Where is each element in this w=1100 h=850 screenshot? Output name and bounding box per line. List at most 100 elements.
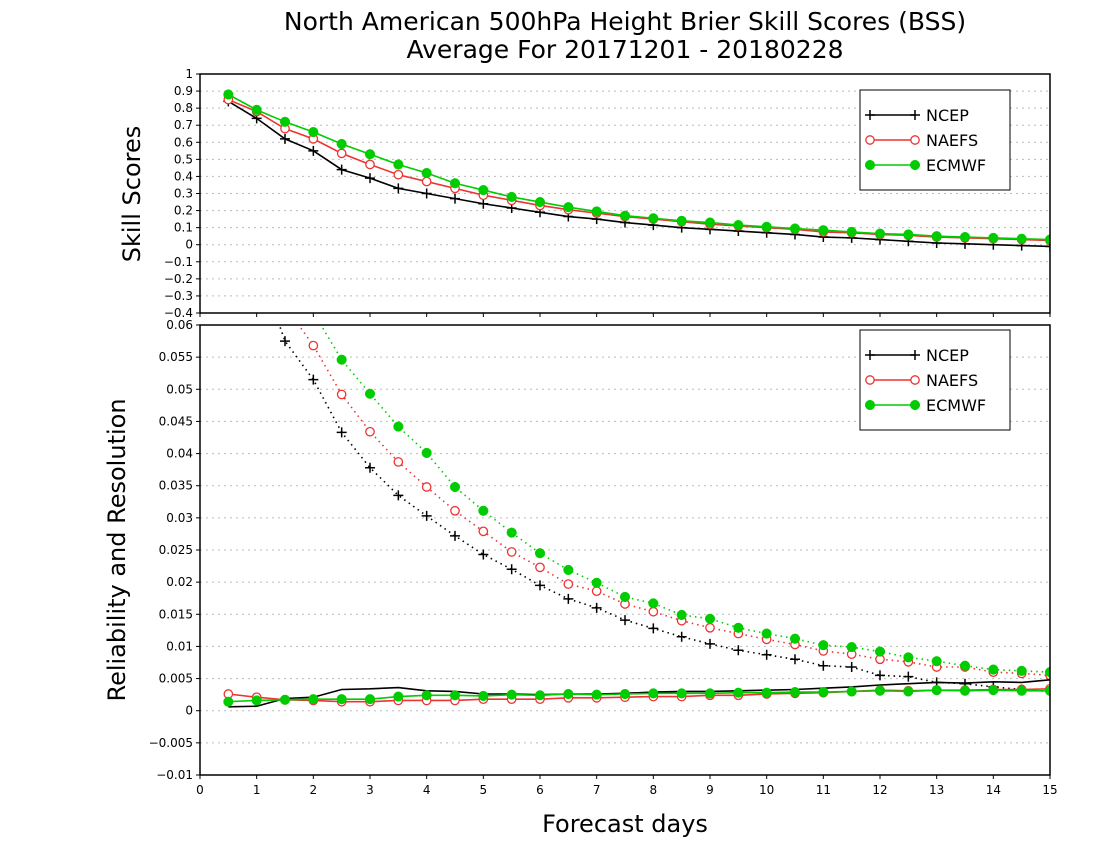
ecmwf-reliability-dot-marker bbox=[931, 685, 942, 696]
naefs-resolution-circle-marker bbox=[648, 606, 659, 617]
ncep-resolution-plus-marker bbox=[280, 336, 290, 347]
x-tick-label: 5 bbox=[480, 783, 488, 797]
ecmwf-skill-dot-marker bbox=[761, 221, 772, 232]
ecmwf-reliability-dot-marker bbox=[506, 689, 517, 700]
ncep-resolution-plus-marker bbox=[223, 166, 233, 176]
ncep-resolution-plus-marker bbox=[535, 580, 545, 591]
legend-ecmwf-dot-marker bbox=[864, 399, 876, 411]
naefs-resolution-circle-marker bbox=[393, 457, 404, 467]
ecmwf-resolution-dot-marker bbox=[959, 660, 971, 671]
ecmwf-resolution-dot-marker bbox=[931, 656, 942, 667]
ecmwf-reliability-dot-marker bbox=[534, 690, 546, 701]
ncep-resolution-plus-marker bbox=[393, 490, 404, 501]
ecmwf-reliability-dot-marker bbox=[761, 687, 772, 698]
y-tick-label: 0.4 bbox=[174, 169, 193, 183]
y-tick-label: 0.01 bbox=[166, 639, 193, 653]
legend-ecmwf-dot-marker bbox=[909, 159, 921, 171]
ecmwf-skill-dot-marker bbox=[421, 167, 432, 179]
ecmwf-skill-dot-marker bbox=[619, 210, 631, 221]
y-tick-label: 0.05 bbox=[166, 382, 193, 396]
x-axis-title: Forecast days bbox=[542, 810, 708, 838]
y-tick-label: 0 bbox=[185, 704, 193, 718]
x-tick-label: 6 bbox=[536, 783, 544, 797]
ecmwf-skill-dot-marker bbox=[308, 126, 319, 138]
ecmwf-resolution-dot-marker bbox=[252, 204, 262, 214]
y-tick-label: 0.04 bbox=[166, 447, 193, 461]
ecmwf-reliability-dot-marker bbox=[364, 694, 376, 705]
ncep-resolution-line bbox=[278, 325, 1050, 693]
y-tick-label: −0.4 bbox=[164, 306, 193, 320]
x-tick-label: 15 bbox=[1042, 783, 1057, 797]
naefs-skill-circle-marker bbox=[365, 159, 375, 170]
y-tick-label: −0.005 bbox=[149, 736, 193, 750]
ecmwf-reliability-dot-marker bbox=[676, 688, 687, 699]
y-tick-label: −0.01 bbox=[156, 768, 193, 782]
ncep-resolution-plus-marker bbox=[478, 549, 489, 560]
legend-ncep-plus-marker bbox=[865, 350, 875, 360]
ecmwf-reliability-dot-marker bbox=[563, 688, 574, 700]
plot-frame bbox=[199, 324, 1051, 776]
ecmwf-skill-dot-marker bbox=[563, 202, 574, 213]
ecmwf-reliability-dot-marker bbox=[988, 685, 999, 696]
ecmwf-resolution-dot-marker bbox=[280, 269, 290, 279]
ecmwf-skill-dot-marker bbox=[676, 215, 687, 226]
y-tick-label: 0.5 bbox=[174, 152, 193, 166]
y-tick-label: 0.7 bbox=[174, 118, 193, 132]
legend-label: NCEP bbox=[926, 106, 969, 125]
ecmwf-resolution-dot-marker bbox=[789, 633, 801, 644]
ecmwf-resolution-dot-marker bbox=[449, 481, 461, 493]
ecmwf-reliability-dot-marker bbox=[733, 687, 744, 698]
ncep-resolution-plus-marker bbox=[761, 649, 772, 660]
y-axis-title: Skill Scores bbox=[118, 126, 146, 263]
ecmwf-skill-dot-marker bbox=[959, 231, 971, 243]
ecmwf-resolution-dot-marker bbox=[393, 421, 404, 432]
ecmwf-reliability-dot-marker bbox=[619, 688, 631, 700]
y-tick-label: 1 bbox=[185, 67, 193, 81]
plot-frame bbox=[199, 73, 1051, 314]
legend-label: NAEFS bbox=[926, 371, 978, 390]
y-tick-label: 0.03 bbox=[166, 511, 193, 525]
ecmwf-resolution-dot-marker bbox=[364, 388, 376, 399]
ecmwf-reliability-dot-marker bbox=[1016, 685, 1027, 696]
x-tick-label: 0 bbox=[196, 783, 204, 797]
ecmwf-reliability-dot-marker bbox=[959, 685, 971, 696]
ecmwf-skill-dot-marker bbox=[789, 223, 801, 234]
naefs-resolution-circle-marker bbox=[421, 482, 432, 492]
ecmwf-resolution-dot-marker bbox=[761, 628, 772, 639]
ncep-resolution-plus-marker bbox=[846, 662, 857, 672]
x-tick-label: 13 bbox=[929, 783, 944, 797]
reliability-resolution-panel: −0.01 −0.005 0 0.005 0.01 0.015 0.02 0.025 0.03 0… bbox=[103, 166, 1058, 797]
ecmwf-reliability-dot-marker bbox=[449, 690, 461, 701]
naefs-resolution-circle-marker bbox=[450, 505, 460, 516]
ecmwf-resolution-dot-marker bbox=[1016, 665, 1027, 676]
naefs-resolution-circle-marker bbox=[281, 302, 289, 310]
x-tick-label: 7 bbox=[593, 783, 601, 797]
ecmwf-reliability-dot-marker bbox=[478, 690, 489, 701]
x-tick-label: 9 bbox=[706, 783, 714, 797]
y-tick-label: 0.025 bbox=[159, 543, 193, 557]
ecmwf-resolution-dot-marker bbox=[818, 640, 829, 651]
plot-area bbox=[223, 166, 1050, 708]
y-tick-label: 0.055 bbox=[159, 350, 193, 364]
ecmwf-reliability-dot-marker bbox=[223, 696, 234, 707]
ncep-skill-plus-marker bbox=[336, 164, 347, 175]
ncep-skill-plus-marker bbox=[308, 145, 319, 156]
ncep-resolution-plus-marker bbox=[705, 638, 715, 649]
legend: NCEP NAEFS ECMWF bbox=[859, 89, 1011, 191]
ncep-resolution-plus-marker bbox=[648, 623, 659, 634]
y-tick-label: −0.1 bbox=[164, 255, 193, 269]
y-tick-label: 0.005 bbox=[159, 672, 193, 686]
ecmwf-reliability-dot-marker bbox=[648, 688, 659, 699]
ecmwf-skill-dot-marker bbox=[733, 220, 744, 231]
naefs-resolution-circle-marker bbox=[591, 586, 602, 596]
y-tick-label: 0.06 bbox=[166, 318, 193, 332]
chart-subtitle: Average For 20171201 - 20180228 bbox=[406, 35, 843, 64]
y-tick-label: −0.2 bbox=[164, 272, 193, 286]
legend-ncep-plus-marker bbox=[910, 350, 920, 360]
skill-score-panel: −0.4 −0.3 −0.2 −0.1 0 0.1 0.2 0.3 0.4 0.5 0.6 0.7 0.… bbox=[118, 67, 1051, 320]
x-tick-label: 2 bbox=[310, 783, 318, 797]
ncep-skill-plus-marker bbox=[1045, 241, 1050, 252]
ecmwf-reliability-dot-marker bbox=[308, 694, 319, 705]
naefs-skill-circle-marker bbox=[421, 176, 432, 187]
